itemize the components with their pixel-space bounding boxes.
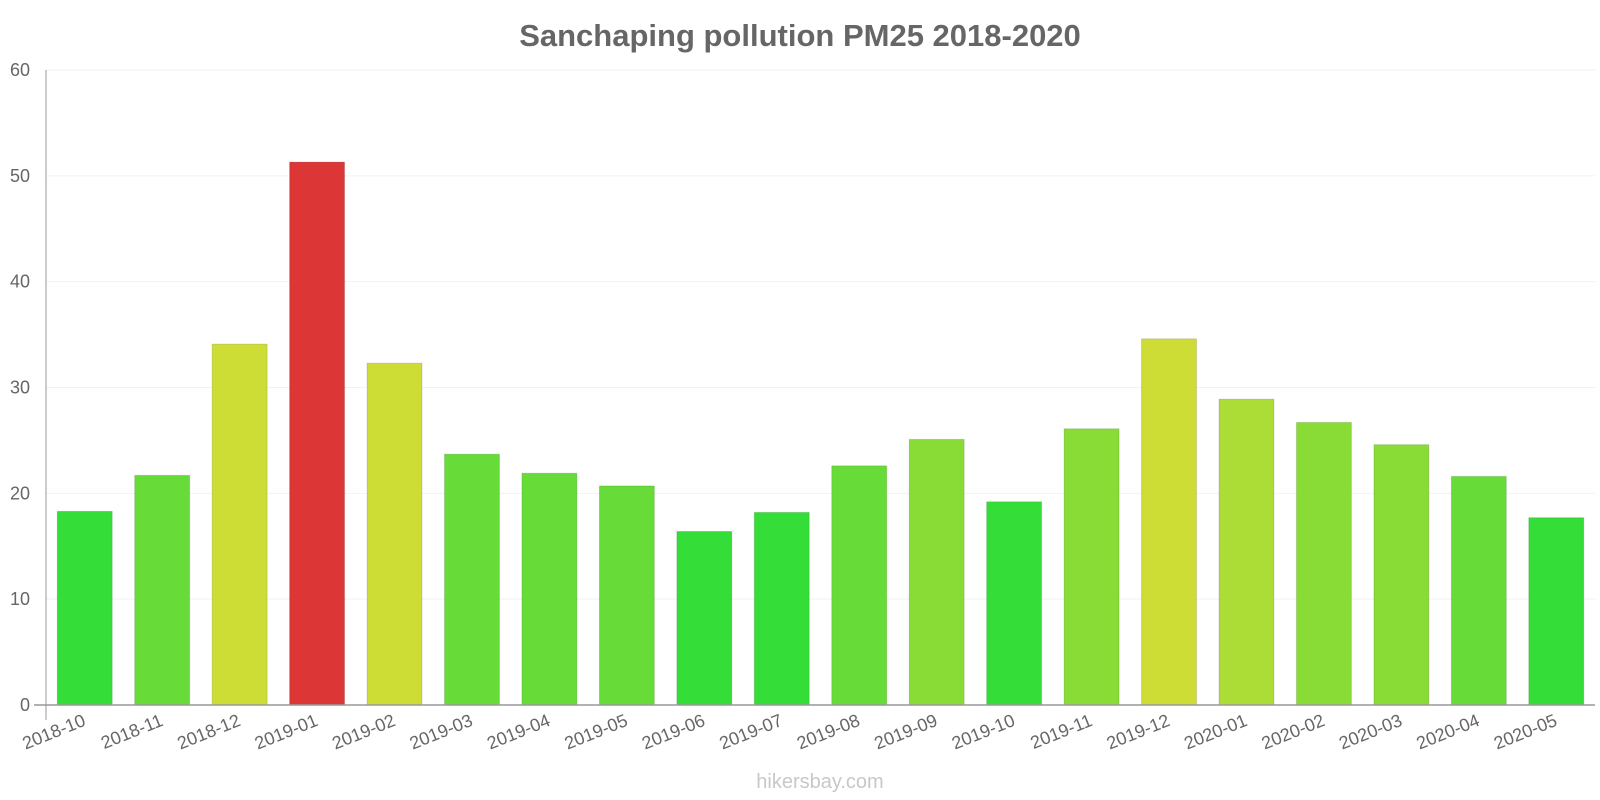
x-tick-label: 2018-11 bbox=[98, 710, 166, 753]
x-tick-label: 2019-02 bbox=[329, 710, 398, 753]
bar-2019-03 bbox=[443, 453, 500, 706]
y-tick-label: 0 bbox=[20, 695, 30, 715]
bar-2019-06 bbox=[676, 530, 733, 706]
x-tick-label: 2019-05 bbox=[562, 710, 631, 753]
y-tick-label: 30 bbox=[10, 378, 30, 398]
x-tick-label: 2020-02 bbox=[1259, 710, 1328, 753]
bar-2019-05 bbox=[598, 485, 655, 706]
bar-2019-01 bbox=[289, 161, 346, 706]
bar-2019-04 bbox=[521, 472, 578, 706]
bar-2018-10 bbox=[56, 510, 113, 706]
y-tick-label: 20 bbox=[10, 483, 30, 503]
x-tick-label: 2019-04 bbox=[484, 710, 553, 753]
bar-2020-04 bbox=[1450, 475, 1507, 706]
bar-2018-11 bbox=[134, 474, 191, 706]
x-tick-label: 2020-03 bbox=[1336, 710, 1405, 753]
x-tick-label: 2019-06 bbox=[639, 710, 708, 753]
bar-2019-07 bbox=[753, 511, 810, 706]
x-tick-label: 2019-12 bbox=[1104, 710, 1173, 753]
y-axis-ticks: 0 10 20 30 40 50 60 bbox=[10, 60, 30, 715]
x-tick-label: 2019-07 bbox=[717, 710, 786, 753]
x-tick-label: 2018-10 bbox=[19, 710, 88, 753]
bar-2019-09 bbox=[908, 438, 965, 706]
x-tick-label: 2019-10 bbox=[949, 710, 1018, 753]
y-tick-label: 40 bbox=[10, 272, 30, 292]
y-tick-label: 50 bbox=[10, 166, 30, 186]
bar-2020-01 bbox=[1218, 398, 1275, 706]
bars bbox=[56, 161, 1585, 706]
x-tick-label: 2019-11 bbox=[1028, 710, 1096, 753]
grid-lines bbox=[46, 69, 1595, 600]
bar-2019-12 bbox=[1141, 338, 1198, 706]
chart-title: Sanchaping pollution PM25 2018-2020 bbox=[519, 18, 1081, 53]
x-tick-label: 2020-05 bbox=[1491, 710, 1560, 753]
bar-2020-02 bbox=[1295, 421, 1352, 706]
x-tick-label: 2019-03 bbox=[407, 710, 476, 753]
bar-2019-02 bbox=[366, 362, 423, 706]
x-tick-label: 2020-04 bbox=[1414, 710, 1483, 753]
x-axis-ticks: 2018-10 2018-11 2018-12 2019-01 2019-02 2019-… bbox=[19, 710, 1559, 753]
x-tick-label: 2020-01 bbox=[1181, 710, 1250, 753]
bar-2019-10 bbox=[986, 501, 1043, 706]
y-tick-label: 10 bbox=[10, 589, 30, 609]
x-tick-label: 2018-12 bbox=[174, 710, 243, 753]
y-tick-label: 60 bbox=[10, 60, 30, 80]
bar-2018-12 bbox=[211, 343, 268, 706]
bar-2020-05 bbox=[1528, 517, 1585, 706]
watermark: hikersbay.com bbox=[756, 771, 883, 793]
axes bbox=[34, 70, 1595, 720]
bar-2019-11 bbox=[1063, 428, 1120, 706]
bar-2020-03 bbox=[1373, 444, 1430, 706]
bar-2019-08 bbox=[831, 465, 888, 706]
x-tick-label: 2019-09 bbox=[871, 710, 940, 753]
x-tick-label: 2019-08 bbox=[794, 710, 863, 753]
x-tick-label: 2019-01 bbox=[252, 710, 321, 753]
